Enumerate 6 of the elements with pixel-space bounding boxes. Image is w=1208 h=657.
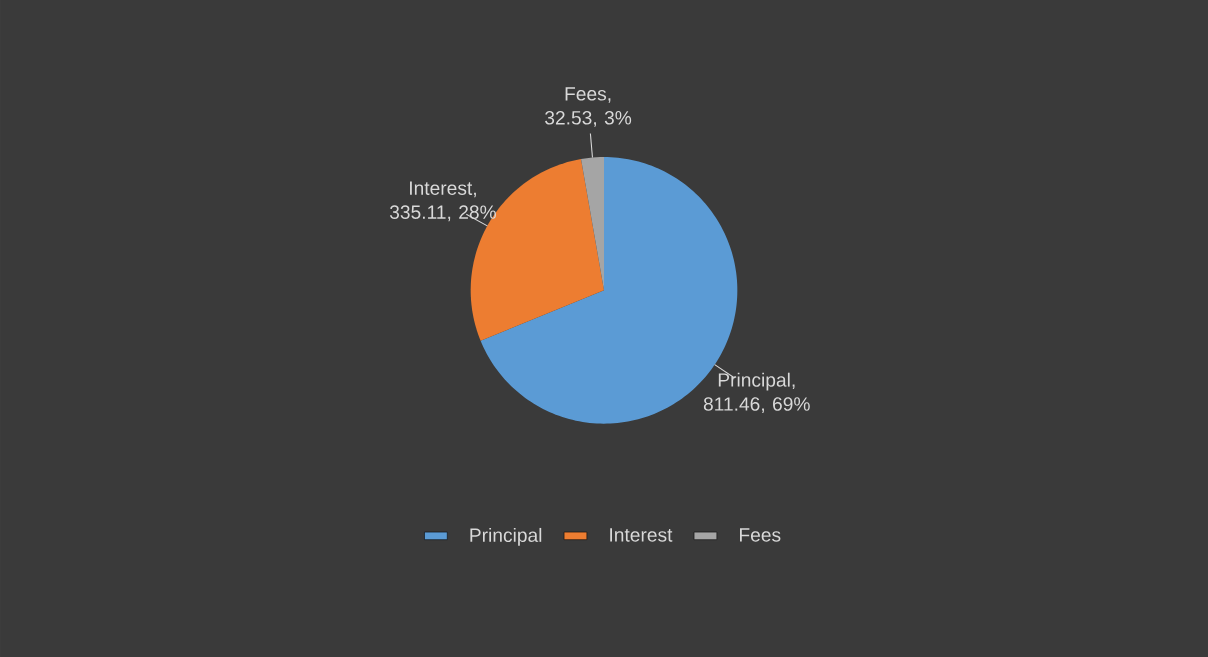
data-label: Interest, 335.11, 28% (389, 181, 496, 222)
data-label: Fees, 32.53, 3% (545, 87, 632, 127)
data-label: Principal, 811.46, 69% (703, 372, 810, 414)
legend-label: Interest (610, 528, 673, 542)
legend-label: Principal (470, 527, 542, 546)
legend-label: Fees (740, 528, 781, 542)
